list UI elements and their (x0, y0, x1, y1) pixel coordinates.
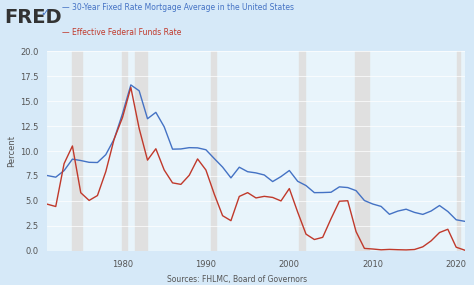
Text: — Effective Federal Funds Rate: — Effective Federal Funds Rate (62, 28, 181, 37)
Text: Sources: FHLMC, Board of Governors: Sources: FHLMC, Board of Governors (167, 275, 307, 284)
Bar (122, 51, 127, 251)
Bar (72, 51, 82, 251)
Text: ✓: ✓ (40, 8, 50, 18)
Bar (135, 51, 146, 251)
Text: — 30-Year Fixed Rate Mortgage Average in the United States: — 30-Year Fixed Rate Mortgage Average in… (62, 3, 293, 12)
Text: FRED: FRED (5, 8, 63, 27)
Bar (457, 51, 460, 251)
Y-axis label: Percent: Percent (7, 135, 16, 167)
Bar (355, 51, 369, 251)
Bar (211, 51, 216, 251)
Bar (300, 51, 305, 251)
